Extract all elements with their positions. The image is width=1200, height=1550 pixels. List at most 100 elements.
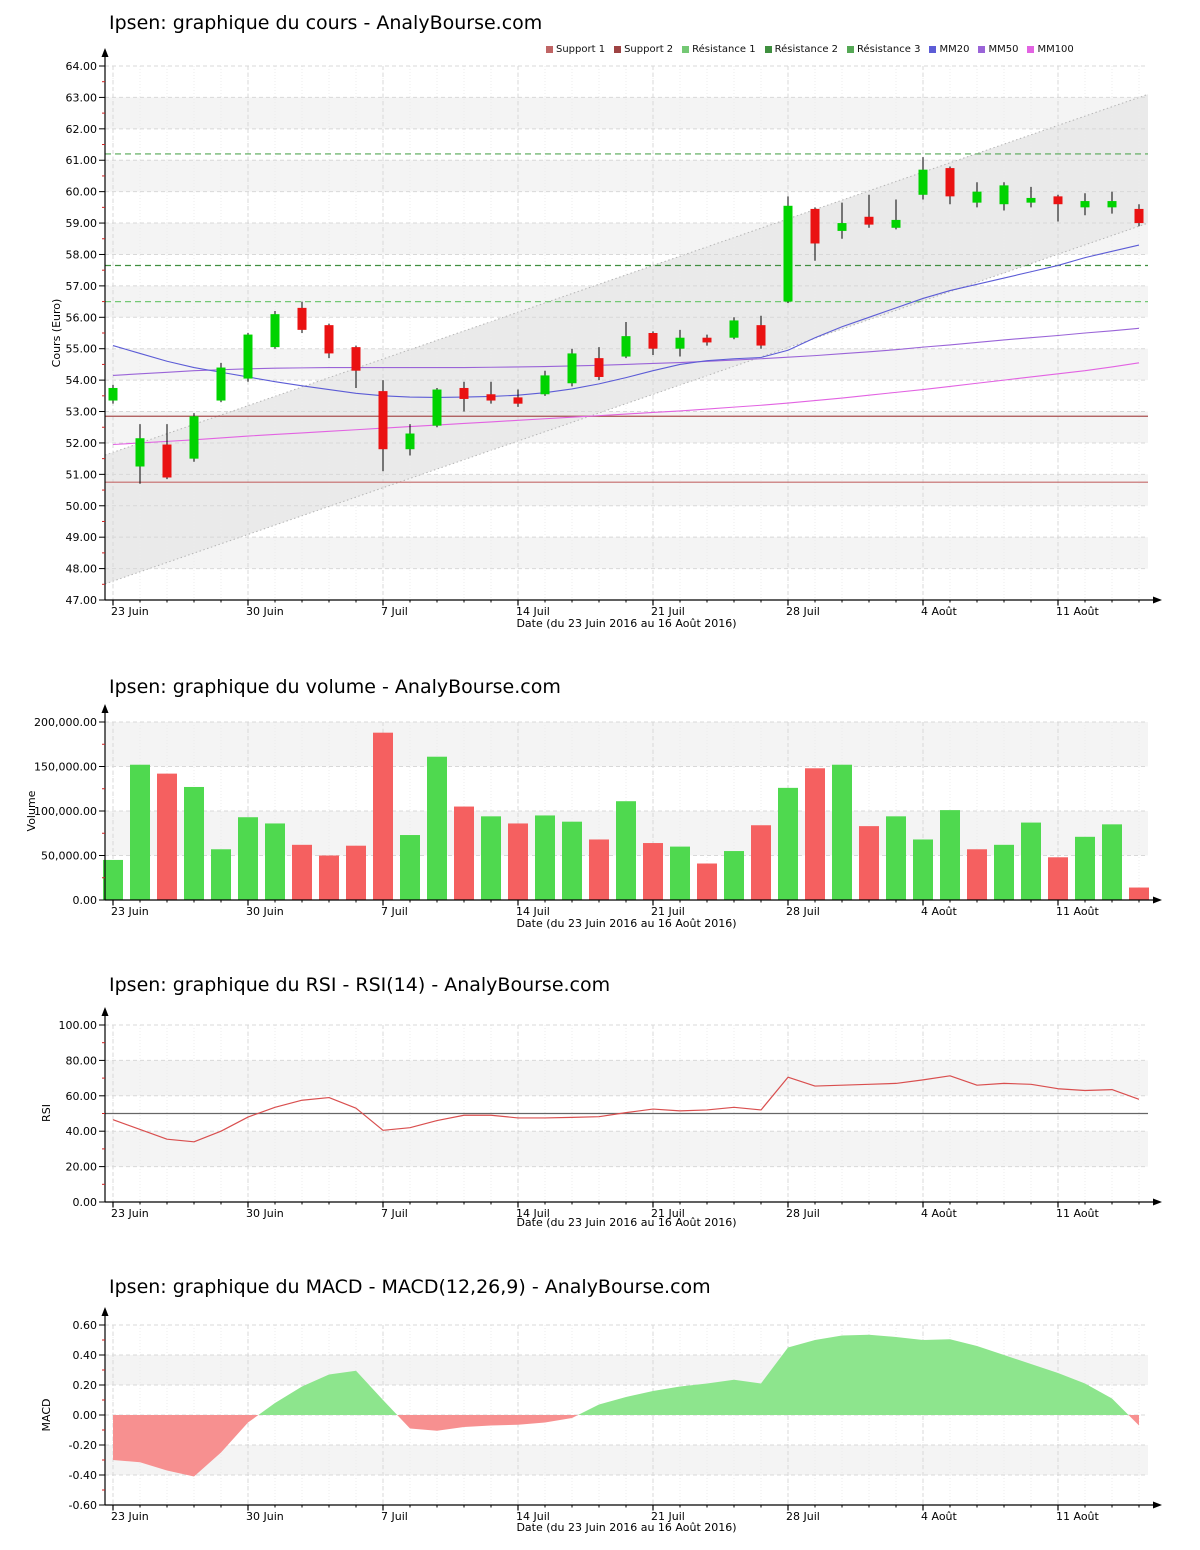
y-tick-label: 51.00 bbox=[66, 468, 98, 481]
legend-label-mm20: MM20 bbox=[939, 44, 970, 55]
legend-item-support-2: Support 2 bbox=[614, 44, 673, 55]
x-tick-label: 7 Juil bbox=[381, 605, 408, 618]
candle-body-up bbox=[243, 334, 253, 379]
volume-bar-up bbox=[1102, 824, 1122, 900]
x-tick-label: 28 Juil bbox=[786, 905, 820, 918]
legend-label-mm50: MM50 bbox=[988, 44, 1019, 55]
y-tick-label: 64.00 bbox=[66, 60, 98, 73]
legend-item-resistance-3: Résistance 3 bbox=[847, 44, 920, 55]
volume-bar-down bbox=[373, 732, 393, 900]
volume-chart-section: Ipsen: graphique du volume - AnalyBourse… bbox=[0, 660, 1200, 960]
y-tick-label: 0.60 bbox=[73, 1319, 98, 1332]
candle-body-down bbox=[324, 325, 334, 354]
volume-bar-up bbox=[184, 786, 204, 900]
volume-bar-down bbox=[589, 839, 609, 900]
volume-bar-up bbox=[832, 764, 852, 900]
volume-bar-down bbox=[967, 849, 987, 900]
y-tick-label: 40.00 bbox=[66, 1125, 98, 1138]
y-tick-label: 0.00 bbox=[73, 1196, 98, 1209]
volume-bar-up bbox=[130, 764, 150, 900]
volume-y-axis-label: Volume bbox=[25, 790, 38, 832]
y-tick-label: -0.60 bbox=[69, 1499, 97, 1512]
candle-body-up bbox=[270, 314, 280, 348]
x-tick-label: 14 Juil bbox=[516, 1510, 550, 1523]
candle-body-up bbox=[918, 169, 928, 195]
candle-body-up bbox=[405, 433, 415, 450]
candle-body-up bbox=[567, 353, 577, 384]
x-tick-label: 28 Juil bbox=[786, 1510, 820, 1523]
y-tick-label: 60.00 bbox=[66, 1090, 98, 1103]
x-tick-label: 30 Juin bbox=[246, 605, 284, 618]
x-tick-label: 30 Juin bbox=[246, 1207, 284, 1220]
rsi-line-plot: 0.00 20.00 40.00 60.00 80.00 100.00 23 Juin 30 … bbox=[59, 1007, 1162, 1220]
resistance-1-swatch-icon bbox=[682, 46, 690, 53]
macd-area-plot: -0.60 -0.40 -0.20 0.00 0.20 0.40 0.60 23 Juin 30… bbox=[69, 1307, 1162, 1523]
volume-bar-up bbox=[427, 756, 447, 900]
legend-item-mm20: MM20 bbox=[929, 44, 969, 55]
x-tick-label: 30 Juin bbox=[246, 1510, 284, 1523]
x-tick-label: 30 Juin bbox=[246, 905, 284, 918]
candle-body-up bbox=[999, 185, 1009, 205]
volume-bar-up bbox=[724, 851, 744, 900]
volume-bar-up bbox=[535, 815, 555, 900]
legend-label-resistance-1: Résistance 1 bbox=[692, 44, 756, 55]
mm50-swatch-icon bbox=[978, 46, 986, 53]
volume-bar-up bbox=[886, 816, 906, 900]
y-tick-label: 0.40 bbox=[73, 1349, 98, 1362]
volume-bar-up bbox=[940, 810, 960, 900]
legend-label-support-1: Support 1 bbox=[556, 44, 606, 55]
y-tick-label: 61.00 bbox=[66, 154, 98, 167]
x-tick-label: 21 Juil bbox=[651, 905, 685, 918]
x-tick-label: 11 Août bbox=[1056, 1510, 1100, 1523]
legend-label-mm100: MM100 bbox=[1037, 44, 1074, 55]
volume-bar-up bbox=[778, 787, 798, 900]
volume-bar-up bbox=[562, 821, 582, 900]
candle-body-down bbox=[756, 325, 766, 346]
x-tick-label: 23 Juin bbox=[111, 905, 149, 918]
volume-bar-down bbox=[751, 825, 771, 900]
x-tick-label: 14 Juil bbox=[516, 905, 550, 918]
candle-body-up bbox=[1026, 197, 1036, 203]
x-tick-label: 11 Août bbox=[1056, 605, 1100, 618]
macd-y-axis-label: MACD bbox=[40, 1398, 53, 1432]
shaded-band bbox=[105, 722, 1148, 767]
candle-body-down bbox=[351, 347, 361, 371]
y-axis-arrow bbox=[101, 1007, 109, 1016]
x-tick-label: 4 Août bbox=[921, 605, 958, 618]
volume-bar-up bbox=[211, 849, 231, 900]
rsi-y-axis-label: RSI bbox=[40, 1104, 53, 1122]
legend-item-resistance-2: Résistance 2 bbox=[764, 44, 838, 55]
volume-bar-up bbox=[265, 823, 285, 900]
volume-bar-up bbox=[616, 801, 636, 900]
y-tick-label: 56.00 bbox=[66, 311, 98, 324]
volume-bar-up bbox=[994, 844, 1014, 900]
candle-body-up bbox=[108, 387, 118, 401]
candle-body-down bbox=[1134, 208, 1144, 224]
volume-bar-down bbox=[1048, 857, 1068, 900]
candle-body-down bbox=[513, 397, 523, 404]
candle-body-up bbox=[972, 191, 982, 203]
macd-x-axis-caption: Date (du 23 Juin 2016 au 16 Août 2016) bbox=[516, 1521, 737, 1534]
candle-body-down bbox=[1053, 196, 1063, 205]
volume-bar-up bbox=[481, 816, 501, 900]
y-tick-label: 100.00 bbox=[59, 1019, 98, 1032]
volume-bar-down bbox=[292, 844, 312, 900]
candle-body-up bbox=[540, 375, 550, 395]
y-tick-label: 52.00 bbox=[66, 437, 98, 450]
candle-body-up bbox=[216, 367, 226, 401]
volume-bar-up bbox=[670, 846, 690, 900]
rsi-chart-title: Ipsen: graphique du RSI - RSI(14) - Anal… bbox=[109, 974, 611, 996]
y-tick-label: 58.00 bbox=[66, 248, 98, 261]
price-chart-legend: Support 1 Support 2 Résistance 1 Résistance… bbox=[546, 44, 1074, 55]
x-tick-label: 14 Juil bbox=[516, 605, 550, 618]
resistance-3-swatch-icon bbox=[847, 46, 855, 53]
legend-label-resistance-3: Résistance 3 bbox=[857, 44, 921, 55]
volume-chart-title: Ipsen: graphique du volume - AnalyBourse… bbox=[109, 676, 561, 698]
macd-chart-title: Ipsen: graphique du MACD - MACD(12,26,9)… bbox=[109, 1276, 711, 1298]
x-tick-label: 23 Juin bbox=[111, 1510, 149, 1523]
x-axis-arrow bbox=[1153, 1198, 1162, 1206]
volume-bar-down bbox=[508, 823, 528, 900]
y-axis-arrow bbox=[101, 704, 109, 713]
y-tick-label: 47.00 bbox=[66, 594, 98, 607]
y-tick-label: 63.00 bbox=[66, 91, 98, 104]
